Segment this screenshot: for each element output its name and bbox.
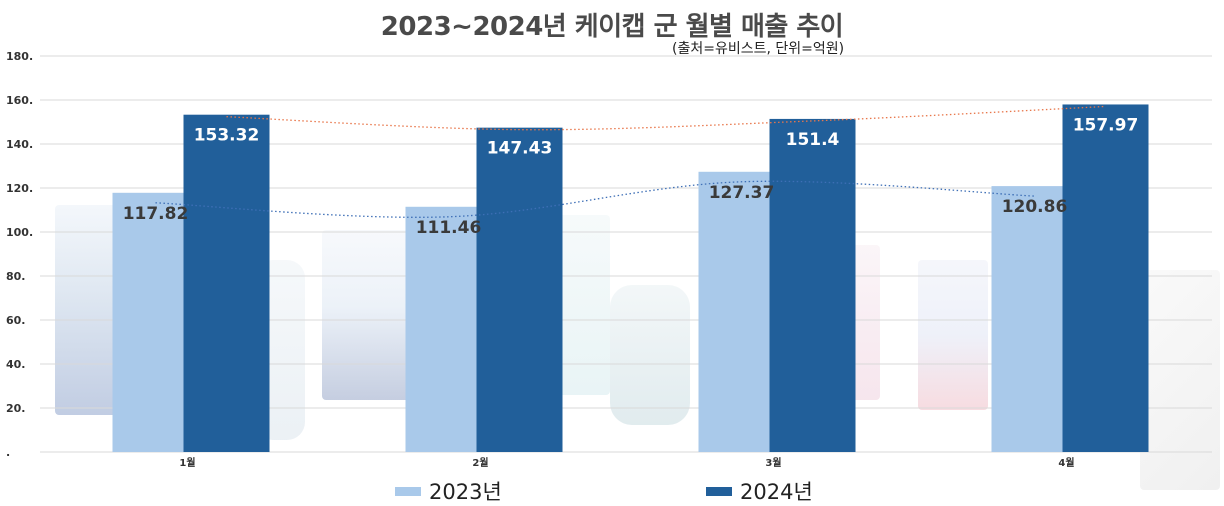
y-tick-label: 140. [6, 138, 33, 151]
bar-2024년 [1062, 104, 1149, 452]
product-box-photo-5 [918, 260, 988, 410]
y-tick-label: . [6, 446, 10, 459]
data-label-2023년: 120.86 [1002, 197, 1068, 217]
trendline-2023년 [155, 180, 1035, 218]
y-tick-label: 120. [6, 182, 33, 195]
y-tick-label: 80. [6, 270, 26, 283]
y-tick-label: 40. [6, 358, 26, 371]
data-label-2024년: 157.97 [1073, 115, 1139, 135]
product-bottle-photo-2 [610, 285, 690, 425]
legend-label-2024: 2024년 [740, 480, 813, 504]
blister-pack-photo [1140, 270, 1220, 490]
y-tick-label: 160. [6, 94, 33, 107]
data-label-2023년: 111.46 [416, 218, 482, 238]
legend-item-2023: 2023년 [395, 476, 502, 506]
trendline-2024년 [226, 105, 1106, 131]
y-tick-label: 60. [6, 314, 26, 327]
data-label-2023년: 117.82 [123, 204, 189, 224]
bar-2024년 [183, 114, 270, 453]
chart-subtitle: (출처=유비스트, 단위=억원) [672, 41, 845, 57]
x-tick-label: 3월 [765, 457, 781, 469]
chart-title: 2023~2024년 케이캡 군 월별 매출 추이 [380, 12, 844, 42]
data-label-2023년: 127.37 [709, 183, 775, 203]
legend-swatch-2023 [395, 486, 421, 496]
product-box-photo-2 [322, 230, 417, 400]
bar-2024년 [769, 118, 856, 453]
bar-2024년 [476, 127, 563, 453]
y-tick-label: 20. [6, 402, 26, 415]
data-label-2024년: 153.32 [194, 126, 260, 146]
x-tick-label: 1월 [179, 457, 195, 469]
legend-label-2023: 2023년 [429, 480, 502, 504]
legend-swatch-2024 [706, 486, 732, 496]
x-tick-label: 4월 [1058, 457, 1074, 469]
y-tick-label: 100. [6, 226, 33, 239]
data-label-2024년: 147.43 [487, 139, 553, 159]
legend-item-2024: 2024년 [706, 476, 813, 506]
data-label-2024년: 151.4 [786, 130, 840, 150]
x-tick-label: 2월 [472, 457, 488, 469]
y-tick-label: 180. [6, 50, 33, 63]
